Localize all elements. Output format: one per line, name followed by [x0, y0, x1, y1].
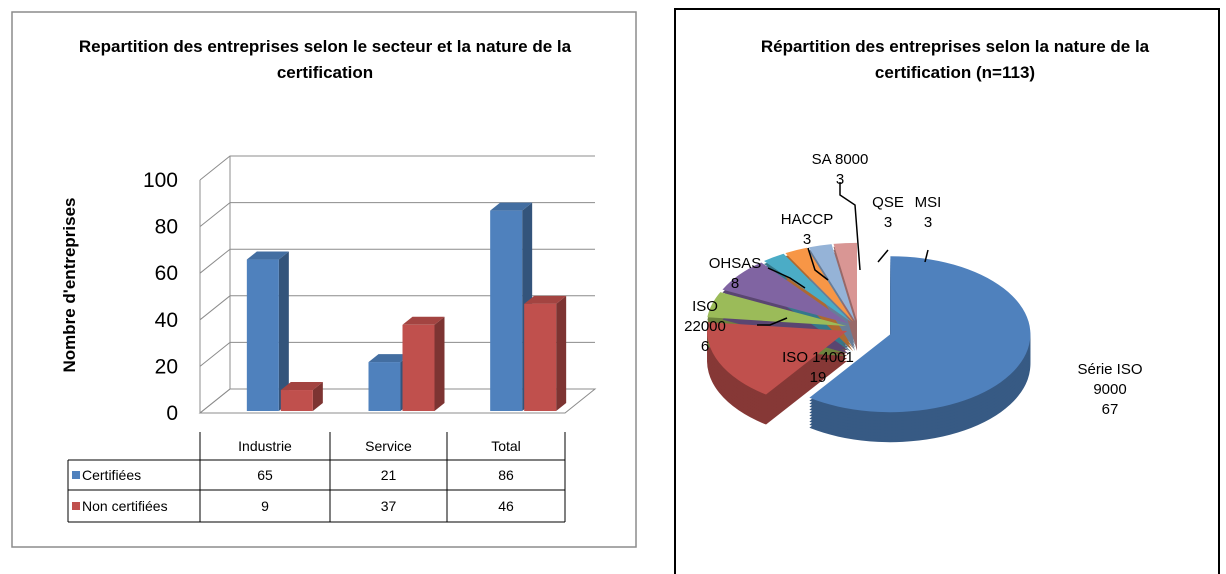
legend-swatch [72, 471, 80, 479]
slice-label: MSI 3 [908, 193, 948, 233]
bar-side [556, 295, 567, 411]
bar-top [280, 382, 323, 391]
slice-value: 19 [809, 369, 827, 386]
slice [809, 256, 1031, 413]
slice-name: SA 8000 [811, 151, 869, 168]
slice [785, 247, 854, 322]
bar-top [246, 251, 289, 260]
grid-line [199, 295, 595, 321]
table-value: 37 [380, 498, 397, 514]
slice [707, 322, 848, 395]
table-value: 21 [380, 467, 397, 483]
slice-name: Série ISO 9000 [1077, 361, 1143, 398]
slice-value: 6 [700, 338, 710, 355]
leader-line [757, 317, 788, 326]
y-tick-label: 40 [155, 309, 178, 332]
x-tick-label: Service [365, 438, 412, 454]
slice [764, 253, 852, 323]
bar-top [402, 316, 445, 325]
chart-title: Repartition des entreprises selon le sec… [78, 37, 572, 82]
leader-line [877, 249, 889, 263]
bar [490, 210, 523, 411]
y-tick-label: 80 [155, 216, 178, 239]
leader-line [924, 249, 929, 263]
table-value: 86 [498, 467, 514, 483]
bar-side [278, 251, 289, 411]
grid-line [199, 248, 595, 274]
bar [524, 303, 557, 411]
bar [280, 390, 313, 411]
y-tick-label: 0 [166, 402, 178, 425]
grid-line [199, 202, 595, 227]
slice-value: 3 [802, 231, 812, 248]
slice-value: 67 [1101, 401, 1119, 418]
bar-top [490, 202, 533, 211]
slice-name: ISO 22000 [684, 298, 726, 335]
slice-value: 3 [835, 171, 845, 188]
slice-name: HACCP [780, 211, 834, 228]
bar [402, 324, 435, 411]
grid-line [199, 155, 595, 181]
slice-value: 3 [923, 214, 933, 231]
bar [246, 259, 279, 411]
slice [707, 292, 847, 327]
x-tick-label: Total [491, 438, 521, 454]
x-tick-label: Industrie [238, 438, 292, 454]
slice-label: ISO 14001 19 [768, 348, 868, 388]
y-tick-label: 100 [143, 169, 178, 192]
leader-line [839, 182, 861, 271]
bar-side [312, 382, 323, 411]
chart-title: Répartition des entreprises selon la nat… [760, 37, 1150, 82]
bar-top [368, 354, 411, 363]
leader-line [807, 247, 829, 281]
leader-line [767, 267, 806, 289]
slice-label: Série ISO 9000 67 [1060, 360, 1160, 420]
grid-line [199, 341, 595, 367]
table-value: 65 [257, 467, 273, 483]
slice-value: 8 [730, 275, 740, 292]
grid-line [199, 388, 595, 414]
slice-label: ISO 22000 6 [680, 297, 730, 357]
legend-swatch [72, 502, 80, 510]
table-value: 9 [261, 498, 269, 514]
legend-label: Certifiées [82, 467, 142, 483]
slice-label: HACCP 3 [772, 210, 842, 250]
y-tick-label: 20 [155, 355, 178, 378]
slice [808, 244, 856, 322]
slice-value: 3 [883, 214, 893, 231]
legend-label: Non certifiées [82, 498, 168, 514]
bar-side [434, 316, 445, 411]
slice-label: QSE 3 [868, 193, 908, 233]
table-value: 46 [498, 498, 514, 514]
bar [368, 362, 401, 411]
y-axis-label: Nombre d'entreprises [60, 197, 79, 373]
slice-side [808, 271, 856, 349]
y-tick-label: 60 [155, 262, 178, 285]
slice [722, 262, 849, 324]
slice-name: MSI [914, 194, 942, 211]
bar-top [524, 295, 567, 304]
slice-label: OHSAS 8 [700, 254, 770, 294]
slice-label: SA 8000 3 [800, 150, 880, 190]
slice-name: OHSAS [708, 255, 762, 272]
slice [833, 242, 857, 321]
slice-name: QSE [872, 194, 904, 211]
slice-name: ISO 14001 [782, 349, 854, 366]
